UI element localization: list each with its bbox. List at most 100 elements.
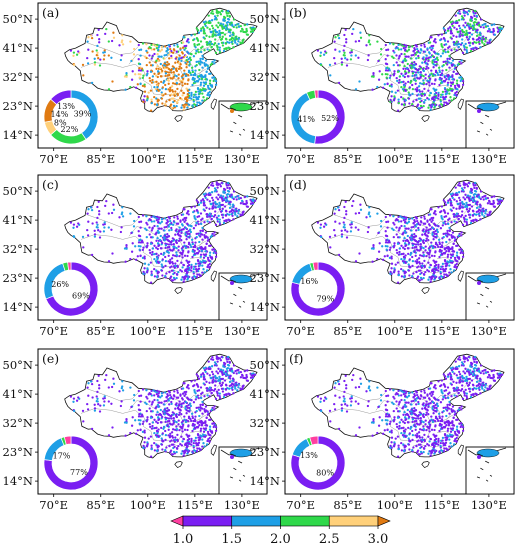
station-dot: [187, 224, 191, 227]
station-dot: [385, 48, 388, 52]
station-dot: [446, 235, 449, 238]
station-dot: [211, 12, 215, 15]
station-dot: [438, 104, 441, 107]
station-dot: [437, 94, 440, 97]
station-dot: [219, 22, 222, 25]
station-dot: [194, 241, 197, 244]
station-dot: [222, 395, 226, 399]
station-dot: [400, 85, 403, 89]
station-dot: [498, 202, 502, 205]
inset-island-dash: [485, 133, 489, 136]
station-dot: [397, 98, 400, 101]
station-dot: [120, 54, 123, 57]
station-dot: [463, 394, 466, 397]
station-dot: [457, 42, 461, 46]
taiwan-island: [457, 444, 464, 456]
station-dot: [151, 54, 154, 57]
station-dot: [155, 67, 158, 70]
station-dot: [461, 17, 465, 20]
lon-tick-label: 70°E: [39, 152, 68, 166]
station-dot: [417, 269, 421, 272]
station-dot: [417, 56, 420, 60]
station-dot: [90, 253, 94, 257]
station-dot: [404, 231, 407, 235]
station-dot: [69, 49, 73, 52]
station-dot: [469, 19, 472, 22]
station-dot: [190, 412, 194, 415]
station-dot: [96, 216, 99, 220]
station-dot: [366, 230, 370, 234]
station-dot: [110, 228, 113, 231]
station-dot: [178, 254, 181, 258]
donut-slice: [314, 89, 319, 99]
station-dot: [151, 421, 155, 424]
station-dot: [195, 199, 198, 202]
station-dot: [448, 238, 451, 241]
station-dot: [166, 61, 169, 64]
station-dot: [195, 222, 198, 225]
station-dot: [450, 99, 453, 102]
station-dot: [432, 44, 435, 48]
station-dot: [139, 241, 143, 244]
station-dot: [135, 86, 138, 89]
station-dot: [232, 18, 236, 21]
station-dot: [430, 415, 433, 418]
station-dot: [454, 258, 457, 261]
station-dot: [203, 271, 206, 274]
station-dot: [396, 242, 400, 245]
station-dot: [209, 72, 212, 75]
station-dot: [403, 215, 406, 219]
station-dot: [414, 254, 417, 257]
lat-tick-label: 32°N: [3, 242, 33, 256]
station-dot: [227, 184, 230, 187]
station-dot: [414, 88, 417, 91]
station-dot: [416, 104, 419, 108]
station-dot: [412, 225, 415, 229]
station-dot: [367, 54, 370, 57]
station-dot: [230, 367, 233, 370]
station-dot: [175, 74, 178, 78]
station-dot: [138, 234, 142, 238]
station-dot: [440, 77, 443, 80]
station-dot: [249, 30, 253, 33]
station-dot: [450, 221, 453, 224]
station-dot: [245, 375, 248, 378]
station-dot: [216, 218, 219, 221]
station-dot: [104, 32, 107, 36]
station-dot: [384, 69, 388, 72]
station-dot: [153, 220, 156, 223]
station-dot: [210, 391, 213, 395]
station-dot: [380, 219, 383, 223]
station-dot: [165, 225, 168, 229]
station-dot: [170, 68, 173, 72]
station-dot: [160, 217, 164, 221]
station-dot: [172, 413, 175, 416]
station-dot: [72, 51, 76, 54]
station-dot: [403, 86, 406, 89]
station-dot: [235, 372, 238, 375]
station-dot: [156, 229, 160, 233]
station-dot: [155, 430, 159, 433]
station-dot: [478, 33, 481, 36]
station-dot: [404, 218, 407, 221]
station-dot: [349, 230, 353, 233]
station-dot: [468, 27, 471, 30]
station-dot: [231, 379, 234, 382]
station-dot: [191, 83, 194, 87]
station-dot: [438, 70, 442, 74]
station-dot: [96, 33, 99, 37]
station-dot: [468, 35, 471, 39]
station-dot: [383, 255, 386, 258]
station-dot: [148, 400, 151, 403]
station-dot: [141, 84, 145, 88]
station-dot: [475, 213, 478, 216]
station-dot: [357, 39, 361, 43]
station-dot: [462, 216, 466, 219]
station-dot: [205, 206, 208, 209]
station-dot: [397, 43, 400, 47]
station-dot: [403, 75, 406, 79]
station-dot: [243, 369, 246, 373]
station-dot: [173, 49, 176, 52]
station-dot: [191, 429, 194, 433]
station-dot: [235, 210, 238, 213]
